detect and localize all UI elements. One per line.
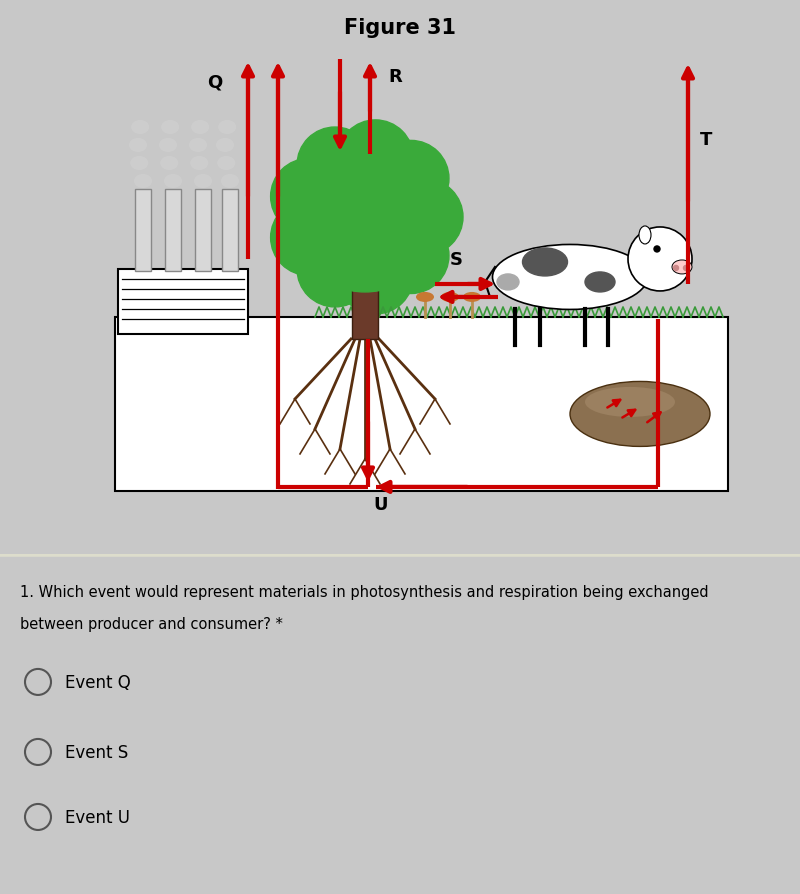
Ellipse shape — [162, 121, 179, 135]
Circle shape — [387, 180, 463, 256]
Circle shape — [290, 143, 440, 292]
Circle shape — [270, 200, 346, 276]
Circle shape — [270, 159, 346, 235]
Circle shape — [373, 218, 449, 294]
Ellipse shape — [221, 174, 239, 189]
Ellipse shape — [159, 139, 177, 153]
Ellipse shape — [131, 121, 150, 135]
Ellipse shape — [493, 245, 647, 310]
Text: Event S: Event S — [65, 743, 128, 761]
Bar — [118, 270, 248, 334]
Ellipse shape — [216, 139, 234, 153]
Ellipse shape — [672, 261, 692, 274]
Ellipse shape — [463, 292, 481, 302]
Ellipse shape — [189, 139, 207, 153]
Ellipse shape — [441, 292, 459, 302]
Ellipse shape — [497, 274, 519, 291]
Circle shape — [628, 228, 692, 291]
Text: U: U — [373, 495, 387, 513]
Circle shape — [338, 121, 414, 197]
Circle shape — [674, 266, 678, 271]
Ellipse shape — [190, 156, 208, 171]
Ellipse shape — [164, 174, 182, 189]
Text: Event Q: Event Q — [65, 673, 130, 691]
Bar — [135, 190, 151, 272]
Ellipse shape — [134, 174, 152, 189]
Text: Event U: Event U — [65, 808, 130, 826]
Circle shape — [338, 239, 414, 315]
Circle shape — [297, 128, 373, 204]
Ellipse shape — [416, 292, 434, 302]
Ellipse shape — [194, 174, 212, 189]
Ellipse shape — [639, 227, 651, 245]
Bar — [115, 317, 728, 492]
Bar — [165, 190, 181, 272]
Ellipse shape — [522, 249, 567, 276]
Ellipse shape — [130, 156, 148, 171]
Ellipse shape — [570, 382, 710, 447]
Ellipse shape — [218, 156, 235, 171]
Ellipse shape — [160, 156, 178, 171]
Text: R: R — [388, 68, 402, 86]
Text: between producer and consumer? *: between producer and consumer? * — [20, 616, 283, 631]
Ellipse shape — [585, 387, 675, 417]
Text: T: T — [700, 131, 712, 148]
Ellipse shape — [129, 139, 147, 153]
Text: S: S — [450, 250, 463, 269]
Ellipse shape — [218, 121, 236, 135]
Bar — [222, 190, 238, 272]
Text: Q: Q — [207, 74, 222, 92]
Circle shape — [654, 247, 660, 253]
Circle shape — [683, 266, 689, 271]
Circle shape — [297, 232, 373, 308]
Circle shape — [373, 141, 449, 217]
Ellipse shape — [585, 273, 615, 292]
Text: 1. Which event would represent materials in photosynthesis and respiration being: 1. Which event would represent materials… — [20, 585, 709, 599]
Bar — [195, 190, 211, 272]
Text: Figure 31: Figure 31 — [344, 18, 456, 38]
Bar — [352, 249, 378, 340]
Ellipse shape — [191, 121, 210, 135]
